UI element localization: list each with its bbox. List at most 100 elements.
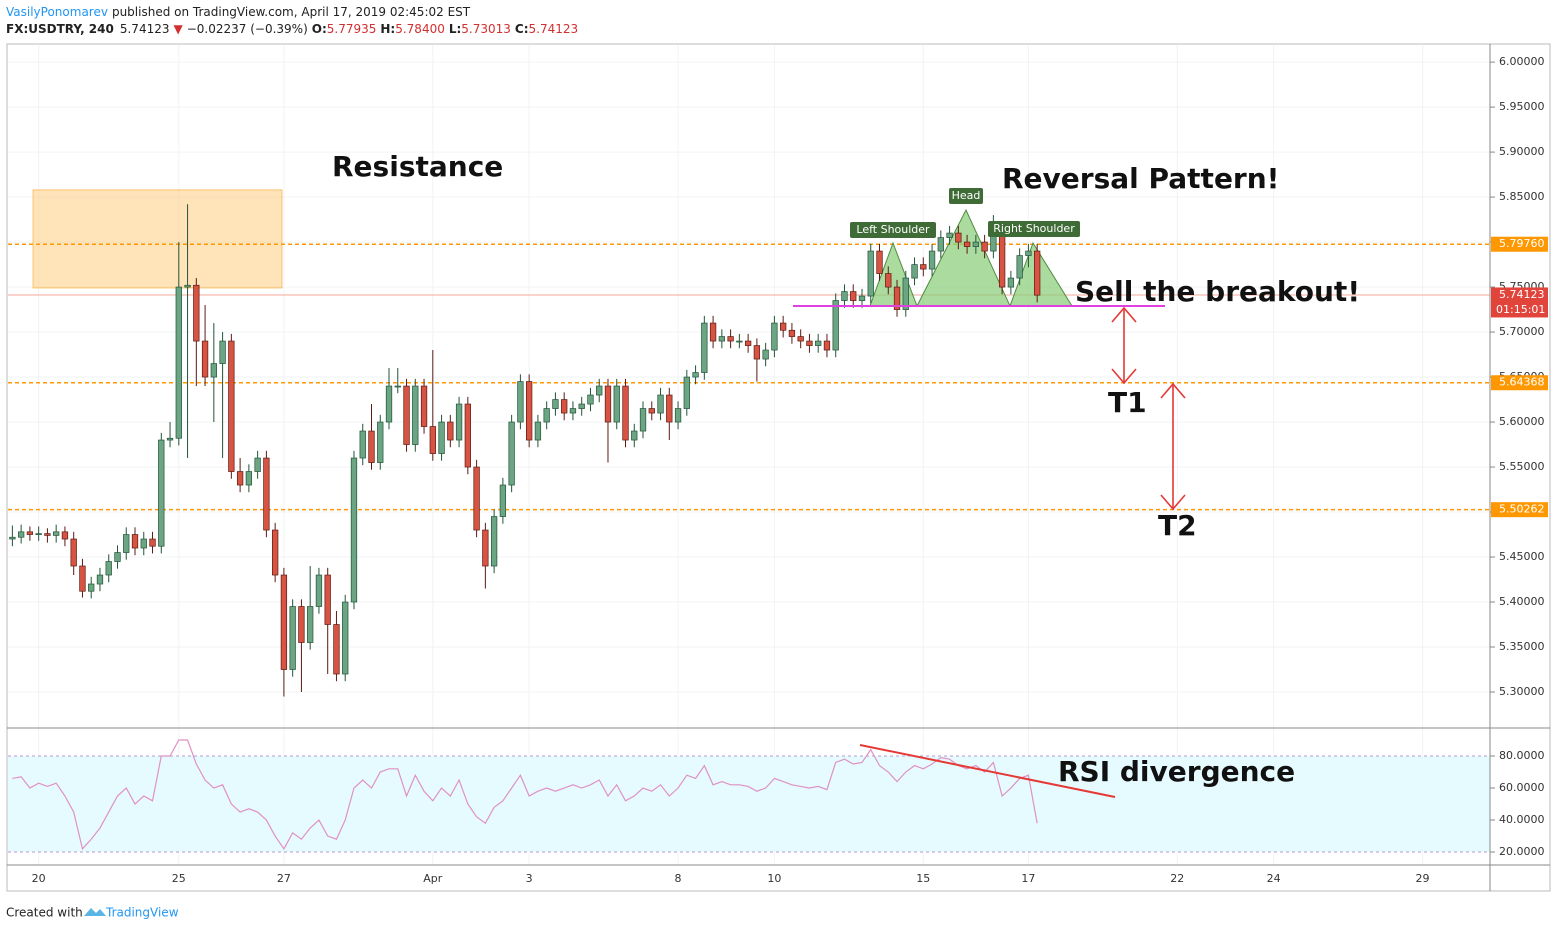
pattern-label: Right Shoulder (993, 222, 1075, 235)
candle-body (307, 606, 314, 643)
candle-body (972, 241, 980, 247)
candle-body (613, 385, 620, 423)
x-tick-label: 20 (32, 872, 46, 885)
l: 5.73013 (461, 22, 511, 36)
annotation: Sell the breakout! (1075, 275, 1360, 308)
candle-body (70, 538, 77, 567)
x-tick-label: 22 (1170, 872, 1184, 885)
candle-body (342, 601, 349, 675)
candle-body (394, 385, 401, 388)
candle-body (438, 421, 445, 454)
candle-body (193, 284, 200, 342)
arrow-head (1111, 306, 1137, 385)
rsi-tick-label: 40.0000 (1499, 813, 1545, 826)
o: 5.77935 (327, 22, 377, 36)
candle-body (998, 228, 1006, 288)
candle-body (473, 466, 480, 531)
footer-brand[interactable]: TradingView (105, 906, 179, 920)
frame (6, 43, 1551, 892)
candle-body (806, 340, 813, 346)
arrow-head (1160, 382, 1186, 511)
rsi-line (12, 739, 1038, 851)
level-tag-label: 5.64368 (1499, 376, 1545, 389)
candle-body (254, 457, 261, 472)
candle-body (701, 322, 708, 373)
candle-body (911, 264, 918, 279)
candle-body (53, 531, 60, 536)
change: −0.02237 (−0.39%) (187, 22, 308, 36)
level-tag (1491, 502, 1548, 518)
candle-body (96, 574, 104, 585)
candle-body (753, 345, 761, 360)
candle-body (823, 340, 831, 351)
candle-body (114, 552, 121, 562)
candle-body (797, 336, 804, 342)
candle-body (61, 531, 69, 540)
candle-body (780, 322, 787, 331)
level-tag-label: 5.79760 (1499, 237, 1545, 250)
x-tick-label: Apr (423, 872, 443, 885)
candle-body (184, 284, 191, 288)
candle-body (447, 421, 454, 441)
annotation: T2 (1158, 509, 1197, 542)
candle-body (762, 349, 769, 360)
level-tag (1491, 236, 1548, 252)
candle-body (79, 565, 86, 592)
candle-body (955, 232, 962, 243)
candle-body (219, 340, 226, 364)
rsi-band (8, 756, 1490, 853)
candle-body (736, 340, 743, 343)
candle-body (271, 529, 279, 576)
x-tick-label: 24 (1267, 872, 1281, 885)
symbol: FX:USDTRY, 240 (6, 22, 114, 36)
candle-body (158, 439, 165, 547)
candle-body (902, 277, 909, 310)
candle-body (35, 533, 42, 535)
candle-body (17, 531, 25, 538)
x-tick-label: 17 (1021, 872, 1035, 885)
last-price-label: 5.74123 (1499, 288, 1545, 301)
candle-body (499, 484, 507, 517)
candle-body (587, 394, 594, 405)
candle-body (858, 295, 866, 301)
y-tick-label: 5.70000 (1499, 325, 1545, 338)
x-tick-label: 8 (675, 872, 682, 885)
candle-body (228, 340, 235, 472)
l-label: L: (449, 22, 461, 36)
rsi-tick-label: 80.0000 (1499, 749, 1545, 762)
candle-body (946, 232, 953, 238)
candle-body (385, 385, 393, 423)
o-label: O: (312, 22, 327, 36)
candle-body (1007, 277, 1015, 288)
candle-body (718, 336, 725, 342)
annotation: T1 (1108, 386, 1147, 419)
candle-body (420, 385, 428, 427)
y-tick-label: 5.55000 (1499, 460, 1545, 473)
candle-body (771, 322, 778, 351)
y-tick-label: 5.95000 (1499, 100, 1545, 113)
candle-body (850, 291, 857, 301)
candle-body (359, 430, 366, 459)
price: 5.74123 (120, 22, 170, 36)
candle-body (543, 408, 550, 423)
y-tick-label: 5.40000 (1499, 595, 1545, 608)
candle-body (744, 340, 752, 346)
divergence-line (859, 744, 1116, 798)
candle-body (596, 385, 603, 396)
candle-body (517, 381, 524, 423)
c: 5.74123 (529, 22, 579, 36)
resistance-zone (32, 189, 283, 289)
y-tick-label: 5.30000 (1499, 685, 1545, 698)
c-label: C: (515, 22, 529, 36)
candle-body (867, 250, 874, 297)
candle-body (289, 606, 296, 670)
annotation: RSI divergence (1058, 755, 1295, 788)
candle-body (552, 399, 559, 409)
candle-body (464, 403, 471, 468)
author[interactable]: VasilyPonomarev (6, 5, 108, 19)
candle-body (201, 340, 209, 378)
y-tick-label: 5.60000 (1499, 415, 1545, 428)
candle-body (123, 534, 130, 553)
rsi-tick-label: 60.0000 (1499, 781, 1545, 794)
